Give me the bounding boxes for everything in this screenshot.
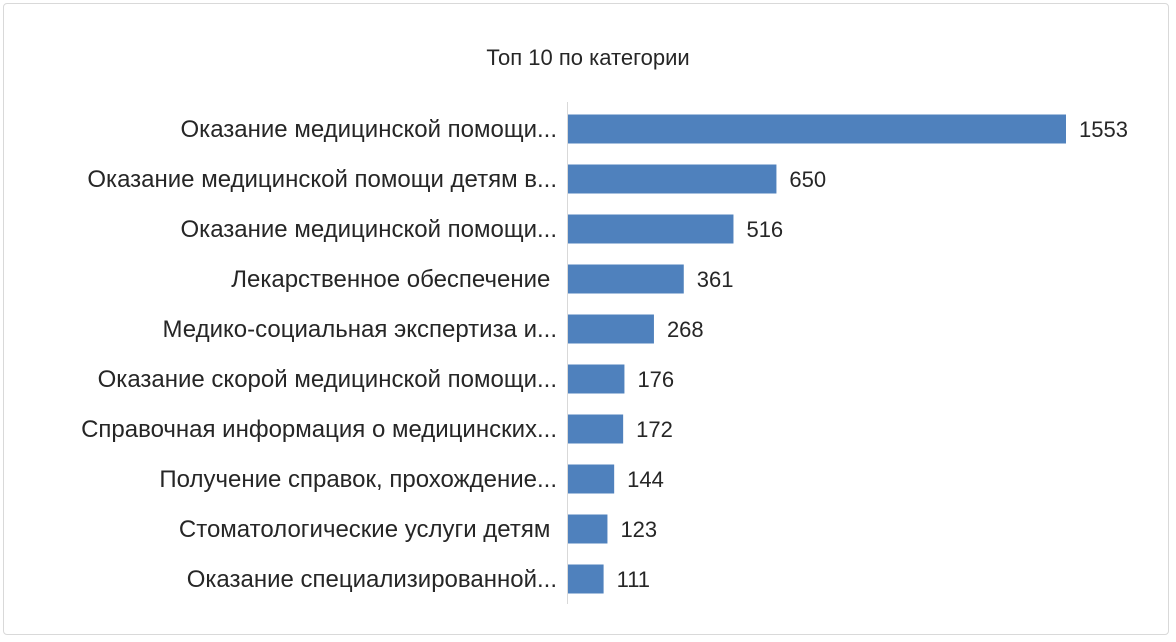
chart-title: Топ 10 по категории (486, 45, 689, 70)
bar (568, 114, 1066, 144)
data-label: 172 (636, 417, 673, 442)
bar (568, 564, 604, 594)
data-label: 176 (637, 367, 674, 392)
category-label: Оказание скорой медицинской помощи... (98, 366, 557, 393)
data-label: 1553 (1079, 117, 1128, 142)
category-label: Лекарственное обеспечение (231, 266, 557, 293)
data-label: 516 (746, 217, 783, 242)
bar (568, 464, 615, 494)
category-label: Медико-социальная экспертиза и... (163, 316, 558, 343)
bar (568, 164, 777, 194)
category-label: Получение справок, прохождение... (159, 466, 557, 493)
bar (568, 264, 684, 294)
data-label: 111 (617, 567, 650, 592)
chart-border (3, 3, 1169, 635)
bar (568, 414, 624, 444)
category-label: Оказание медицинской помощи детям в... (87, 166, 557, 193)
data-label: 123 (620, 517, 657, 542)
bar (568, 514, 608, 544)
bar (568, 364, 625, 394)
data-label: 268 (667, 317, 704, 342)
category-label: Оказание медицинской помощи... (181, 216, 557, 243)
category-label: Оказание медицинской помощи... (181, 116, 557, 143)
bar (568, 214, 734, 244)
data-label: 144 (627, 467, 664, 492)
category-label: Оказание специализированной... (187, 566, 557, 593)
category-label: Справочная информация о медицинских... (81, 416, 557, 443)
bar (568, 314, 654, 344)
data-label: 650 (789, 167, 826, 192)
data-label: 361 (697, 267, 734, 292)
category-label: Стоматологические услуги детям (179, 516, 557, 543)
